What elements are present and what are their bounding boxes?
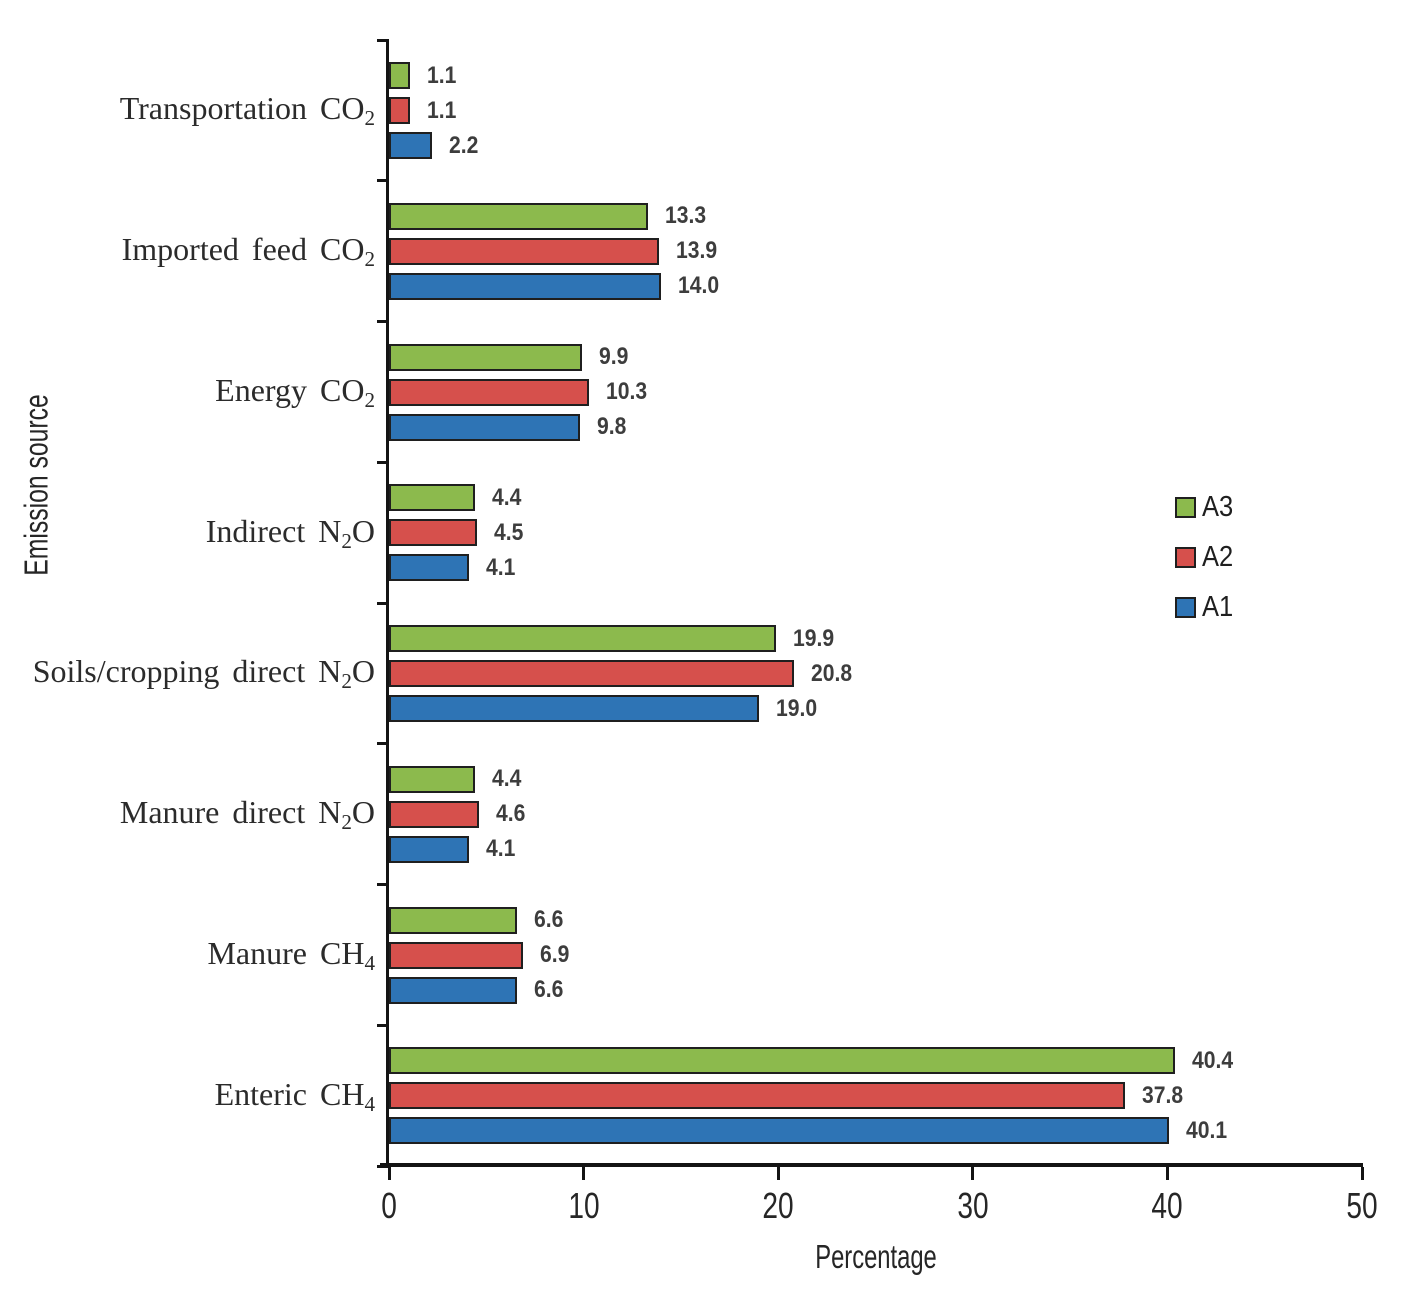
- category-label-6: Manure CH4: [207, 934, 375, 975]
- bar-a2-1: [389, 237, 660, 265]
- bar-a3-3: [389, 484, 475, 512]
- x-axis-line: [380, 1163, 1363, 1167]
- bar-value-label: 4.5: [493, 518, 523, 546]
- legend-swatch-a3: [1175, 497, 1196, 518]
- bar-value-label: 9.8: [596, 413, 627, 440]
- legend-label: A3: [1202, 491, 1234, 523]
- bar-a1-4: [389, 695, 759, 722]
- category-label-2: Energy CO2: [215, 371, 375, 412]
- bar-value-label: 4.4: [491, 483, 521, 511]
- bar-a1-6: [389, 976, 518, 1004]
- legend-swatch-a2: [1175, 547, 1196, 568]
- x-axis-tick: [1360, 1167, 1364, 1180]
- bar-a2-0: [389, 97, 411, 124]
- category-label-7: Enteric CH4: [214, 1075, 375, 1116]
- bar-value-label: 4.6: [495, 800, 525, 828]
- y-axis-tick: [377, 320, 389, 323]
- bar-value-label: 4.1: [485, 835, 516, 863]
- bar-a2-7: [389, 1082, 1125, 1110]
- bar-a2-5: [389, 800, 479, 828]
- bar-value-label: 9.9: [598, 343, 629, 370]
- bar-a2-4: [389, 660, 794, 687]
- y-axis-tick: [377, 179, 389, 183]
- x-axis-tick-label: 40: [1151, 1185, 1184, 1226]
- bar-a2-3: [389, 519, 477, 547]
- bar-value-label: 6.6: [534, 906, 564, 933]
- category-label-0: Transportation CO2: [119, 90, 375, 131]
- bar-a3-0: [389, 62, 411, 89]
- x-axis-tick-label: 10: [567, 1185, 600, 1226]
- chart-legend: A3 A2 A1: [1175, 491, 1237, 646]
- bar-value-label: 20.8: [810, 659, 852, 687]
- legend-item-a1: A1: [1175, 591, 1237, 623]
- legend-item-a3: A3: [1175, 491, 1237, 523]
- bar-a1-2: [389, 413, 580, 441]
- bar-a3-1: [389, 202, 648, 230]
- y-axis-tick: [377, 38, 389, 42]
- legend-swatch-a1: [1175, 597, 1196, 618]
- bar-value-label: 13.9: [676, 237, 718, 265]
- bar-a3-6: [389, 906, 518, 934]
- bar-value-label: 1.1: [427, 96, 457, 124]
- bar-a3-4: [389, 625, 777, 652]
- bar-value-label: 1.1: [427, 61, 457, 89]
- bar-a1-3: [389, 554, 469, 582]
- x-axis-tick-label: 30: [957, 1185, 989, 1226]
- category-label-4: Soils/cropping direct N2O: [32, 653, 375, 694]
- bar-value-label: 40.4: [1192, 1046, 1234, 1074]
- bar-value-label: 2.2: [448, 131, 479, 159]
- bar-value-label: 4.4: [491, 765, 521, 793]
- y-axis-tick: [377, 1023, 389, 1027]
- bar-a1-7: [389, 1117, 1170, 1145]
- y-axis-tick: [377, 742, 389, 746]
- x-axis-tick: [1165, 1167, 1169, 1180]
- legend-label: A2: [1202, 541, 1234, 573]
- x-axis-tick-label: 0: [381, 1185, 397, 1226]
- legend-label: A1: [1202, 591, 1234, 623]
- y-axis-title: Emission source: [17, 394, 55, 576]
- category-label-1: Imported feed CO2: [121, 231, 375, 272]
- bar-a1-0: [389, 132, 432, 159]
- bar-value-label: 10.3: [606, 378, 648, 405]
- x-axis-title: Percentage: [815, 1238, 937, 1275]
- bar-value-label: 13.3: [664, 202, 706, 230]
- x-axis-tick: [971, 1167, 975, 1180]
- bar-a2-2: [389, 378, 590, 406]
- y-axis-tick: [377, 883, 389, 886]
- bar-value-label: 40.1: [1186, 1116, 1228, 1144]
- y-axis-tick: [377, 460, 389, 464]
- y-axis-tick: [377, 601, 389, 605]
- x-axis-tick: [582, 1167, 586, 1180]
- x-axis-tick: [776, 1167, 780, 1180]
- bar-value-label: 19.0: [775, 694, 817, 722]
- bar-value-label: 37.8: [1141, 1081, 1183, 1109]
- bar-a3-7: [389, 1047, 1176, 1075]
- x-axis-tick-label: 50: [1346, 1185, 1378, 1226]
- bar-a3-5: [389, 765, 475, 793]
- category-label-5: Manure direct N2O: [119, 794, 375, 835]
- bar-value-label: 14.0: [678, 272, 720, 300]
- bar-a1-5: [389, 835, 469, 863]
- bar-a1-1: [389, 272, 662, 300]
- bar-a2-6: [389, 941, 524, 969]
- y-axis-line: [386, 39, 389, 1167]
- bar-a3-2: [389, 343, 582, 371]
- legend-item-a2: A2: [1175, 541, 1237, 573]
- x-axis-tick: [387, 1167, 391, 1180]
- bar-value-label: 19.9: [793, 624, 835, 652]
- category-label-3: Indirect N2O: [205, 512, 375, 553]
- bar-value-label: 6.6: [534, 976, 564, 1003]
- bar-value-label: 6.9: [540, 941, 570, 968]
- bar-value-label: 4.1: [485, 553, 516, 581]
- x-axis-tick-label: 20: [762, 1185, 794, 1226]
